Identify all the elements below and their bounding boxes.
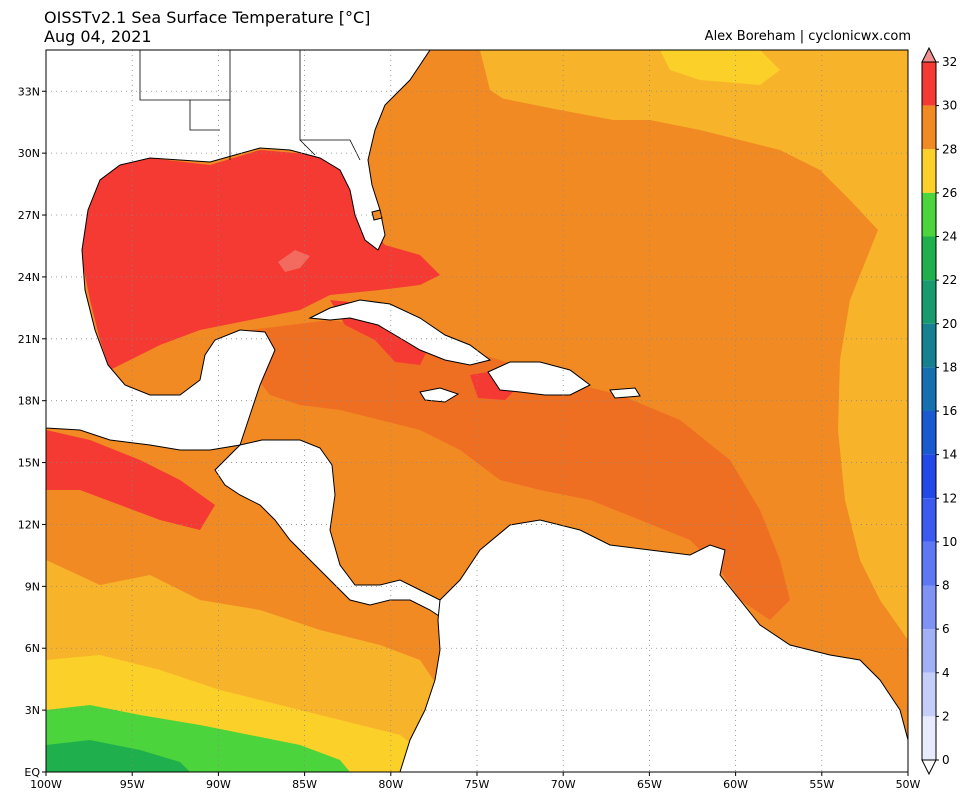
colorbar-label: 18: [942, 360, 957, 374]
y-tick-label: 6N: [25, 642, 40, 655]
credit-text: Alex Boreham | cyclonicwx.com: [704, 29, 911, 44]
colorbar-label: 26: [942, 186, 957, 200]
land-jamaica: [419, 387, 460, 403]
sst-region-ne-yellow: [660, 50, 780, 85]
sst-region-pacific-dark-green: [46, 740, 190, 772]
x-axis: 100W 95W 90W 85W 80W 75W 70W 65W 60W 55W 50W: [30, 772, 921, 791]
colorbar-segment: [922, 411, 936, 455]
colorbar-segment: [922, 105, 936, 150]
y-tick-label: EQ: [24, 766, 40, 779]
land-puerto-rico: [609, 387, 641, 399]
colorbar-label: 24: [942, 230, 957, 244]
colorbar-label: 10: [942, 535, 957, 549]
colorbar-label: 0: [942, 753, 950, 767]
y-tick-label: 15N: [18, 457, 40, 470]
colorbar-segment: [922, 323, 936, 368]
colorbar-segment: [922, 585, 936, 630]
y-tick-label: 33N: [18, 85, 40, 98]
colorbar-segment: [922, 498, 936, 542]
colorbar-segment: [922, 280, 936, 324]
land-central-america: [214, 439, 446, 622]
y-tick-label: 21N: [18, 333, 40, 346]
x-tick-label: 100W: [30, 778, 62, 791]
y-axis: EQ 3N 6N 9N 12N 15N 18N 21N 24N 27N 30N 33N: [18, 85, 46, 779]
colorbar-label: 22: [942, 273, 957, 287]
map-plot-area: [46, 50, 908, 772]
y-tick-label: 27N: [18, 209, 40, 222]
colorbar-label: 30: [942, 99, 957, 113]
x-tick-label: 70W: [551, 778, 576, 791]
x-tick-label: 95W: [120, 778, 145, 791]
y-tick-label: 9N: [25, 580, 40, 593]
sst-region-caribbean-deep-orange: [250, 320, 790, 620]
chart-date: Aug 04, 2021: [44, 27, 152, 46]
colorbar-segment: [922, 454, 936, 499]
colorbar-label: 28: [942, 142, 957, 156]
colorbar-segment: [922, 541, 936, 586]
chart-title: OISSTv2.1 Sea Surface Temperature [°C]: [44, 8, 371, 27]
x-tick-label: 85W: [292, 778, 317, 791]
colorbar-segment: [922, 236, 936, 281]
colorbar-segment: [922, 672, 936, 717]
land-south-america: [399, 519, 908, 772]
colorbar-segment: [922, 192, 936, 237]
land-hispaniola: [487, 361, 591, 396]
land: [46, 50, 908, 772]
colorbar-segment: [922, 716, 936, 760]
colorbar-top-arrow: [921, 46, 937, 63]
y-tick-label: 18N: [18, 395, 40, 408]
land-north-america: [46, 50, 431, 451]
colorbar-segment: [922, 62, 936, 106]
y-tick-label: 30N: [18, 147, 40, 160]
colorbar-label: 14: [942, 448, 957, 462]
sst-region-pacific-red: [46, 430, 215, 530]
x-tick-label: 55W: [809, 778, 834, 791]
sst-region-gulf-hotspot: [278, 250, 310, 272]
land-lake-okeechobee: [371, 209, 383, 221]
sst-region-atlantic-orange: [460, 90, 860, 400]
colorbar-label: 4: [942, 666, 950, 680]
colorbar-bottom-arrow: [921, 759, 937, 776]
gridlines: [46, 50, 908, 772]
state-boundaries: [139, 50, 361, 161]
y-tick-label: 24N: [18, 271, 40, 284]
x-tick-label: 65W: [637, 778, 662, 791]
y-tick-label: 3N: [25, 704, 40, 717]
x-tick-label: 60W: [723, 778, 748, 791]
x-tick-label: 80W: [378, 778, 403, 791]
colorbar-label: 12: [942, 491, 957, 505]
x-tick-label: 50W: [896, 778, 921, 791]
colorbar-label: 32: [942, 55, 957, 69]
colorbar-label: 2: [942, 709, 950, 723]
sst-region-gulf-red: [80, 150, 440, 370]
y-tick-label: 12N: [18, 518, 40, 531]
land-cuba: [308, 299, 492, 366]
colorbar-label: 6: [942, 622, 950, 636]
colorbar-label: 20: [942, 317, 957, 331]
colorbar-label: 8: [942, 579, 950, 593]
colorbar-segment: [922, 149, 936, 193]
x-tick-label: 75W: [465, 778, 490, 791]
colorbar-label: 16: [942, 404, 957, 418]
colorbar-segment: [922, 367, 936, 411]
colorbar-segment: [922, 629, 936, 673]
x-tick-label: 90W: [206, 778, 231, 791]
